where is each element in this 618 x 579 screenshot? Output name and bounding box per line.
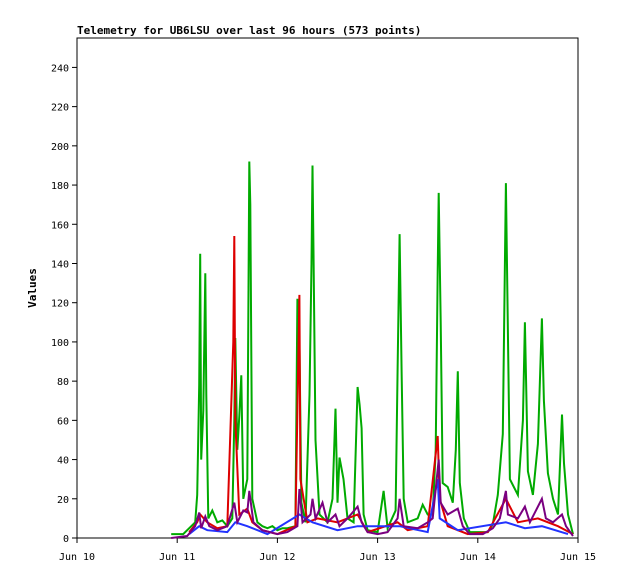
y-tick-label: 120 <box>51 299 69 310</box>
y-tick-label: 180 <box>51 181 69 192</box>
y-tick-label: 40 <box>57 456 69 467</box>
y-tick-label: 100 <box>51 338 69 349</box>
x-tick-label: Jun 14 <box>460 552 496 563</box>
y-tick-label: 20 <box>57 495 69 506</box>
y-tick-label: 200 <box>51 142 69 153</box>
x-tick-label: Jun 10 <box>59 552 95 563</box>
y-tick-label: 160 <box>51 220 69 231</box>
x-tick-label: Jun 13 <box>360 552 396 563</box>
y-tick-label: 140 <box>51 259 69 270</box>
y-tick-label: 80 <box>57 377 69 388</box>
y-tick-label: 0 <box>63 534 69 545</box>
chart-title: Telemetry for UB6LSU over last 96 hours … <box>77 24 421 37</box>
series-group <box>171 161 574 539</box>
x-tick-label: Jun 15 <box>560 552 596 563</box>
y-tick-label: 240 <box>51 63 69 74</box>
series-line-4 <box>171 459 574 539</box>
x-tick-label: Jun 12 <box>259 552 295 563</box>
x-axis: Jun 10 Jun 11 Jun 12 Jun 13 Jun 14 Jun 15 <box>59 538 596 563</box>
y-tick-label: 220 <box>51 103 69 114</box>
series-line-1 <box>171 161 574 536</box>
plot-area <box>76 37 579 539</box>
y-tick-label: 60 <box>57 416 69 427</box>
y-axis: 0 20 40 60 80 100 120 140 160 180 200 220 240 <box>51 63 77 545</box>
series-line-3 <box>188 479 569 536</box>
x-tick-label: Jun 11 <box>159 552 195 563</box>
y-axis-label: Values <box>26 268 39 308</box>
